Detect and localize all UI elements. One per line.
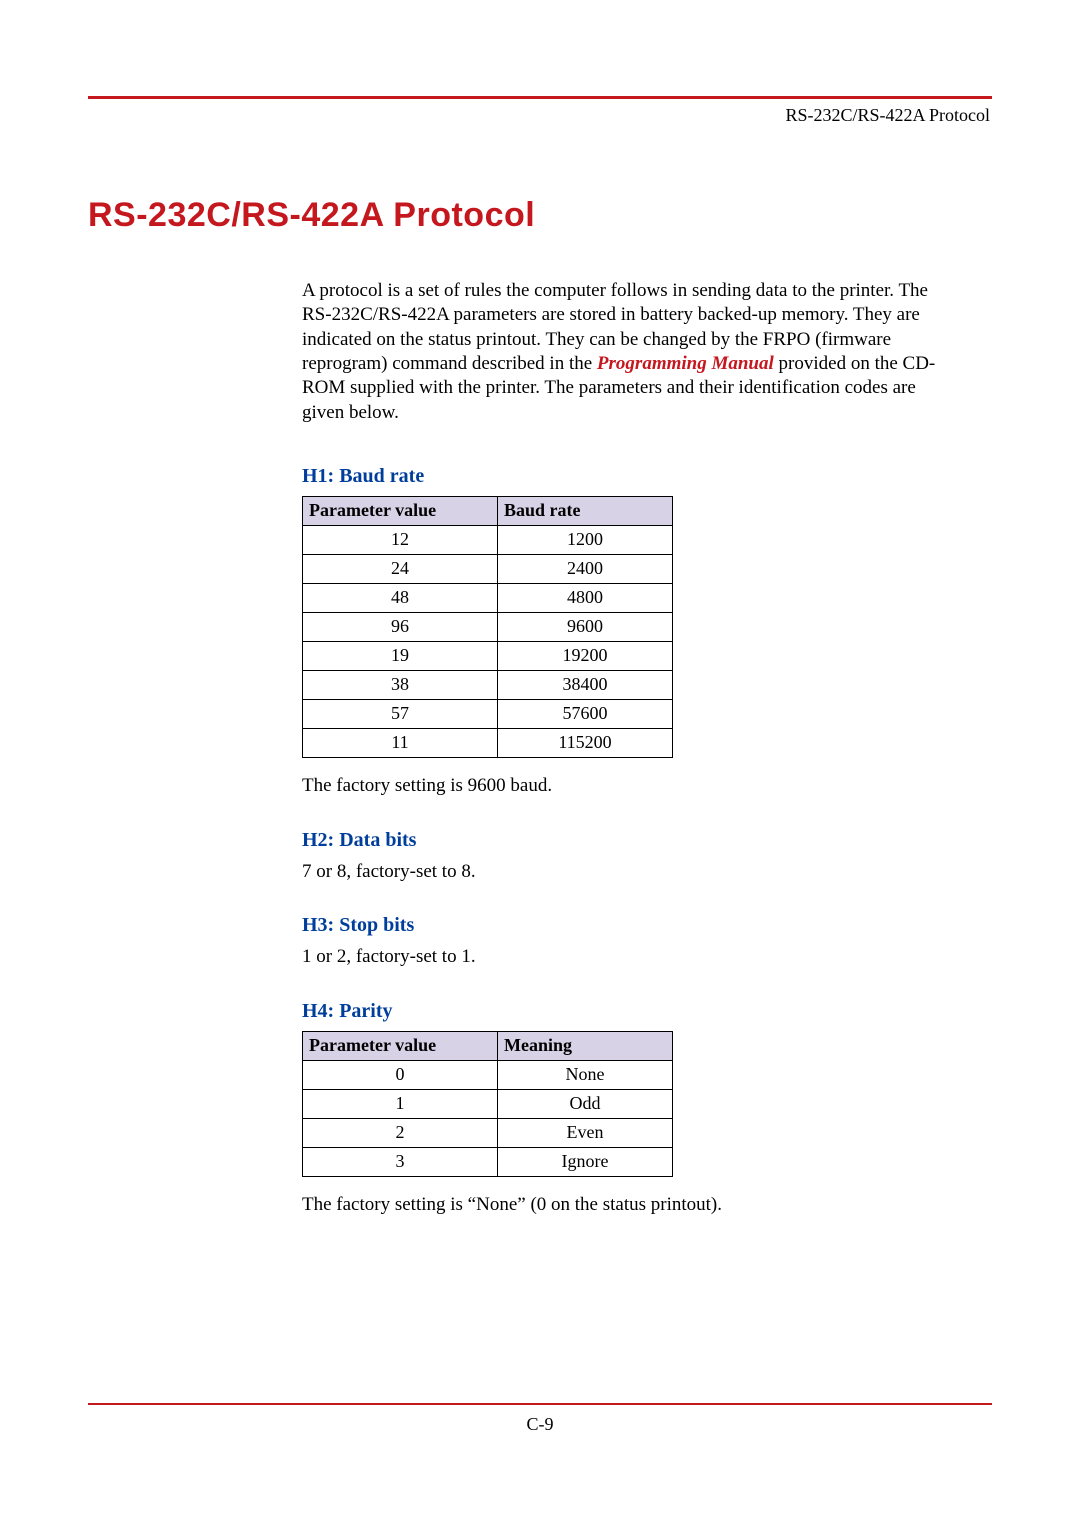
page-title: RS-232C/RS-422A Protocol [88, 196, 992, 235]
cell: 1200 [498, 525, 673, 554]
cell: 1 [303, 1089, 498, 1118]
cell: Ignore [498, 1147, 673, 1176]
cell: 3 [303, 1147, 498, 1176]
table-row: 969600 [303, 612, 673, 641]
cell: 19 [303, 641, 498, 670]
parity-table: Parameter value Meaning 0None 1Odd 2Even… [302, 1031, 673, 1177]
table-row: 1919200 [303, 641, 673, 670]
cell: 0 [303, 1060, 498, 1089]
table-row: 5757600 [303, 699, 673, 728]
cell: 9600 [498, 612, 673, 641]
th-parameter-value: Parameter value [303, 1031, 498, 1060]
h4-parity-heading: H4: Parity [302, 1000, 942, 1023]
cell: 57600 [498, 699, 673, 728]
cell: 38400 [498, 670, 673, 699]
h4-note: The factory setting is “None” (0 on the … [302, 1193, 942, 1218]
cell: 115200 [498, 728, 673, 757]
table-header-row: Parameter value Baud rate [303, 496, 673, 525]
running-head: RS-232C/RS-422A Protocol [88, 105, 992, 126]
table-row: 242400 [303, 554, 673, 583]
programming-manual-link[interactable]: Programming Manual [597, 353, 774, 374]
footer-rule [88, 1403, 992, 1405]
cell: 4800 [498, 583, 673, 612]
th-parameter-value: Parameter value [303, 496, 498, 525]
th-meaning: Meaning [498, 1031, 673, 1060]
table-row: 0None [303, 1060, 673, 1089]
cell: 2400 [498, 554, 673, 583]
table-row: 3Ignore [303, 1147, 673, 1176]
h1-baud-rate-heading: H1: Baud rate [302, 465, 942, 488]
table-row: 3838400 [303, 670, 673, 699]
table-row: 1Odd [303, 1089, 673, 1118]
cell: 38 [303, 670, 498, 699]
h2-data-bits-heading: H2: Data bits [302, 829, 942, 852]
h2-text: 7 or 8, factory-set to 8. [302, 860, 942, 885]
cell: 19200 [498, 641, 673, 670]
table-header-row: Parameter value Meaning [303, 1031, 673, 1060]
table-row: 11115200 [303, 728, 673, 757]
h1-note: The factory setting is 9600 baud. [302, 774, 942, 799]
cell: 48 [303, 583, 498, 612]
cell: 24 [303, 554, 498, 583]
page-number: C-9 [88, 1414, 992, 1435]
page-body: RS-232C/RS-422A Protocol RS-232C/RS-422A… [88, 96, 992, 1220]
h3-text: 1 or 2, factory-set to 1. [302, 945, 942, 970]
cell: Odd [498, 1089, 673, 1118]
cell: 12 [303, 525, 498, 554]
cell: None [498, 1060, 673, 1089]
content-block: A protocol is a set of rules the compute… [302, 279, 942, 1218]
table-row: 2Even [303, 1118, 673, 1147]
cell: Even [498, 1118, 673, 1147]
baud-rate-table: Parameter value Baud rate 121200 242400 … [302, 496, 673, 758]
table-row: 484800 [303, 583, 673, 612]
intro-paragraph: A protocol is a set of rules the compute… [302, 279, 942, 425]
h3-stop-bits-heading: H3: Stop bits [302, 914, 942, 937]
table-row: 121200 [303, 525, 673, 554]
cell: 11 [303, 728, 498, 757]
top-rule [88, 96, 992, 99]
cell: 96 [303, 612, 498, 641]
th-baud-rate: Baud rate [498, 496, 673, 525]
cell: 57 [303, 699, 498, 728]
cell: 2 [303, 1118, 498, 1147]
